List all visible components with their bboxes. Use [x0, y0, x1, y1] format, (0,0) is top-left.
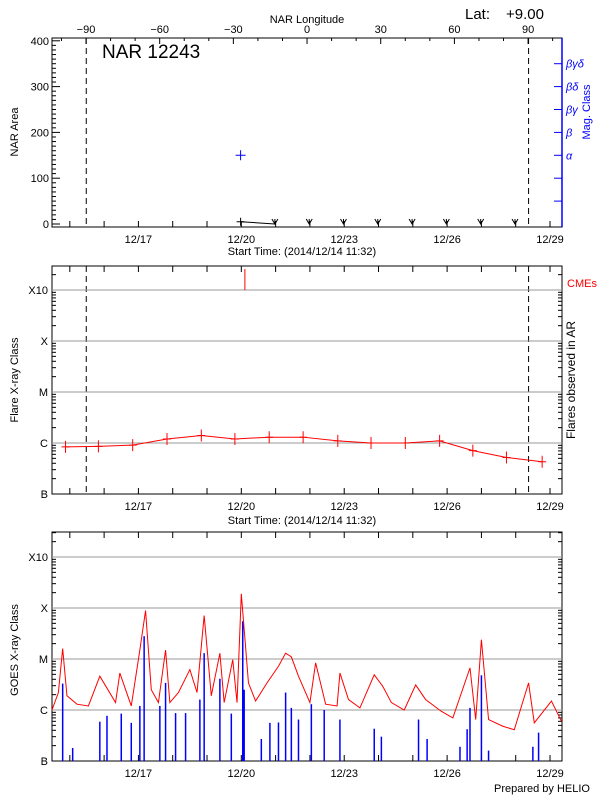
x-tick-label: 12/17 — [125, 768, 153, 780]
top-axis-label: NAR Longitude — [270, 14, 345, 26]
mag-class-point — [235, 150, 246, 161]
lon-tick-label: 60 — [448, 24, 460, 36]
x-tick-label: 12/23 — [330, 768, 358, 780]
y-tick-label: M — [39, 387, 48, 399]
area-zero-marker — [305, 218, 313, 225]
flare-point — [538, 455, 547, 468]
credit-text: Prepared by HELIO — [494, 783, 590, 795]
plot-frame-3 — [51, 531, 563, 762]
x-tick-label: 12/23 — [330, 234, 358, 246]
x-tick-label: 12/29 — [536, 501, 564, 513]
x-tick-label: 12/26 — [433, 501, 461, 513]
area-xlabel: Start Time: (2014/12/14 11:32) — [228, 246, 376, 258]
mag-tick-label: βδ — [565, 82, 579, 94]
area-ylabel: NAR Area — [9, 107, 21, 157]
area-zero-marker — [340, 218, 347, 225]
flare-point — [94, 440, 103, 453]
y-tick-label: 100 — [31, 173, 49, 185]
region-title: NAR 12243 — [102, 42, 200, 63]
plot-frame-1 — [51, 37, 563, 228]
cme-label: CMEs — [567, 278, 597, 290]
area-line — [240, 221, 275, 225]
flare-y2label: Flares observed in AR — [564, 321, 578, 439]
y-tick-label: 400 — [31, 36, 49, 48]
flare-point — [468, 444, 477, 457]
y-tick-label: B — [41, 756, 48, 768]
lat-value: +9.00 — [506, 6, 544, 23]
goes-ylabel: GOES X-ray Class — [9, 604, 21, 696]
flare-point — [435, 434, 444, 447]
x-tick-label: 12/26 — [433, 768, 461, 780]
flare-point — [163, 432, 171, 445]
area-zero-marker — [408, 218, 416, 225]
flare-point — [265, 431, 274, 444]
lon-tick-label: 30 — [375, 24, 387, 36]
flare-line — [65, 435, 543, 463]
mag-tick-label: α — [566, 150, 573, 162]
goes-long-line — [51, 593, 562, 731]
lon-tick-label: −60 — [150, 24, 169, 36]
lon-tick-label: 90 — [522, 24, 534, 36]
plot-frame-2 — [51, 265, 563, 495]
flare-point — [230, 432, 239, 445]
y-tick-label: 300 — [31, 82, 49, 94]
x-tick-label: 12/17 — [125, 501, 153, 513]
flare-point — [299, 431, 308, 444]
lon-tick-label: −30 — [224, 24, 243, 36]
mag-class-ylabel: Mag. Class — [581, 84, 593, 140]
flare-point — [502, 451, 511, 464]
area-zero-marker — [271, 218, 279, 225]
flare-point — [367, 437, 376, 449]
flare-point — [401, 437, 410, 449]
lon-tick-label: −90 — [77, 24, 96, 36]
flare-ylabel: Flare X-ray Class — [9, 337, 21, 422]
y-tick-label: X10 — [28, 285, 48, 297]
x-tick-label: 12/29 — [536, 768, 564, 780]
x-tick-label: 12/17 — [125, 234, 153, 246]
x-tick-label: 12/26 — [433, 234, 461, 246]
x-tick-label: 12/23 — [330, 501, 358, 513]
area-zero-marker — [477, 218, 485, 225]
flare-point — [61, 440, 70, 453]
area-zero-marker — [442, 218, 450, 225]
y-tick-label: M — [39, 654, 48, 666]
mag-tick-label: β — [565, 127, 573, 139]
y-tick-label: 200 — [31, 127, 49, 139]
y-tick-label: B — [41, 489, 48, 501]
lat-label: Lat: — [465, 6, 490, 23]
y-tick-label: C — [40, 705, 48, 717]
y-tick-label: X — [41, 603, 49, 615]
x-tick-label: 12/20 — [228, 234, 256, 246]
y-tick-label: 0 — [43, 219, 49, 231]
flare-xlabel: Start Time: (2014/12/14 11:32) — [228, 515, 376, 527]
y-tick-label: C — [40, 438, 48, 450]
flare-point — [333, 434, 342, 447]
y-tick-label: X10 — [28, 552, 48, 564]
y-tick-label: X — [41, 336, 49, 348]
flare-point — [128, 439, 137, 452]
x-tick-label: 12/29 — [536, 234, 564, 246]
area-zero-marker — [374, 218, 382, 225]
x-tick-label: 12/20 — [228, 501, 256, 513]
x-tick-label: 12/20 — [228, 768, 256, 780]
area-point — [236, 217, 245, 226]
lon-tick-label: 0 — [304, 24, 310, 36]
flare-point — [197, 429, 206, 442]
mag-tick-label: βγδ — [565, 59, 585, 71]
area-zero-marker — [511, 218, 519, 225]
mag-tick-label: βγ — [565, 105, 579, 117]
